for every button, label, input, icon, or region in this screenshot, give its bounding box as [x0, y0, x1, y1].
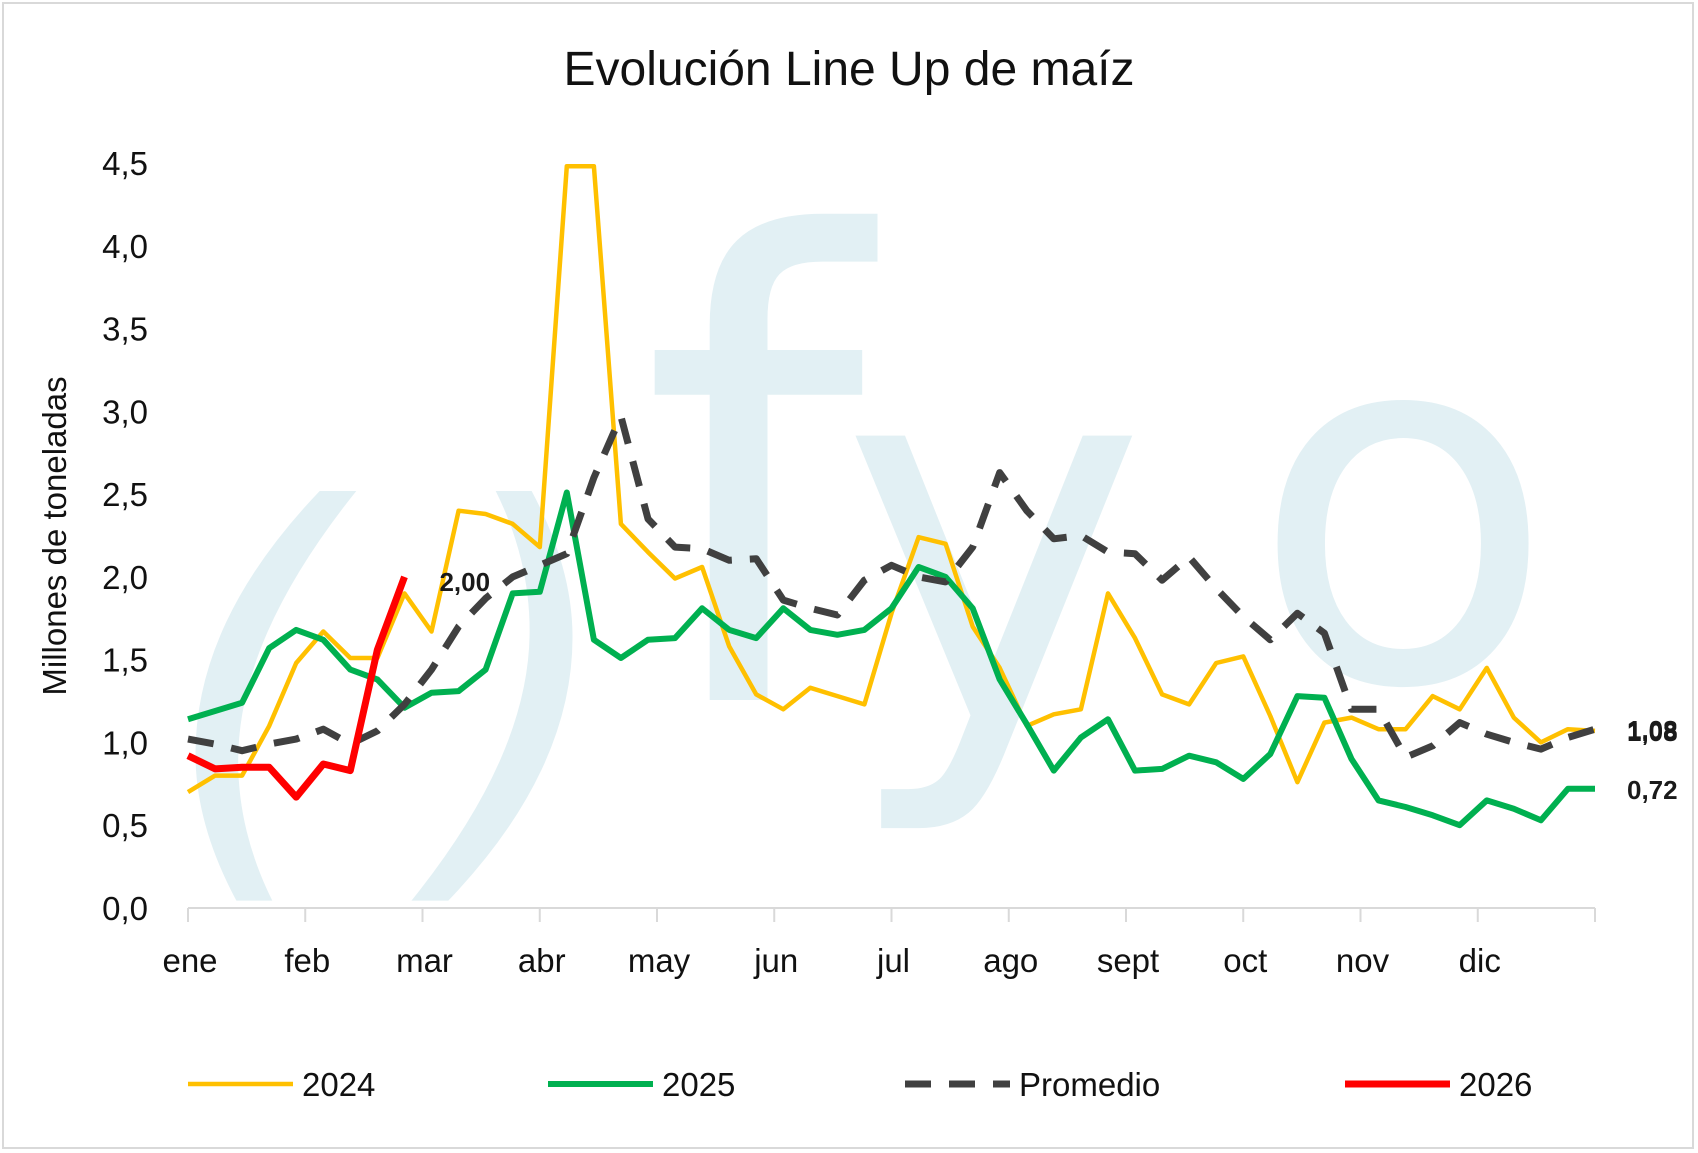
chart-title: Evolución Line Up de maíz	[564, 43, 1135, 96]
legend-label-2025: 2025	[662, 1066, 735, 1103]
x-tick-label: may	[628, 942, 691, 979]
svg-text:(: (	[160, 414, 361, 949]
x-tick-label: dic	[1459, 942, 1501, 979]
x-tick-label: sept	[1097, 942, 1159, 979]
y-tick-label: 4,5	[102, 145, 148, 182]
series-line-promedio	[187, 412, 1597, 761]
data-label-promedio: 1,08	[1627, 715, 1678, 745]
x-tick-label: oct	[1223, 942, 1267, 979]
y-axis-label: Millones de toneladas	[36, 376, 73, 695]
fyo-watermark-logo: ( ) f y o	[160, 106, 1556, 949]
y-tick-label: 2,5	[102, 476, 148, 513]
x-tick-label: ago	[983, 942, 1038, 979]
y-tick-label: 3,0	[102, 393, 148, 430]
y-tick-label: 1,5	[102, 642, 148, 679]
y-tick-label: 1,0	[102, 724, 148, 761]
series-line-2024	[186, 164, 1596, 795]
svg-text:): )	[411, 414, 619, 949]
series-line-2026	[186, 575, 408, 801]
x-tick-label: jun	[753, 942, 798, 979]
y-tick-label: 4,0	[102, 228, 148, 265]
x-tick-label: abr	[518, 942, 566, 979]
legend-label-2024: 2024	[302, 1066, 375, 1103]
x-tick-label: feb	[284, 942, 330, 979]
y-tick-label: 0,0	[102, 890, 148, 927]
series-line-2025	[187, 489, 1595, 829]
data-label-2026: 2,00	[439, 567, 490, 597]
x-tick-label: ene	[162, 942, 217, 979]
legend-label-2026: 2026	[1459, 1066, 1532, 1103]
x-tick-label: nov	[1336, 942, 1390, 979]
data-label-2024: 1,08	[1627, 717, 1678, 747]
data-label-2025: 0,72	[1627, 775, 1678, 805]
svg-text:f: f	[640, 106, 880, 851]
x-tick-label: jul	[876, 942, 910, 979]
svg-text:y: y	[840, 237, 1148, 843]
legend-label-promedio: Promedio	[1019, 1066, 1160, 1103]
y-tick-label: 2,0	[102, 559, 148, 596]
y-tick-label: 0,5	[102, 807, 148, 844]
x-tick-label: mar	[396, 942, 453, 979]
y-tick-label: 3,5	[102, 311, 148, 348]
